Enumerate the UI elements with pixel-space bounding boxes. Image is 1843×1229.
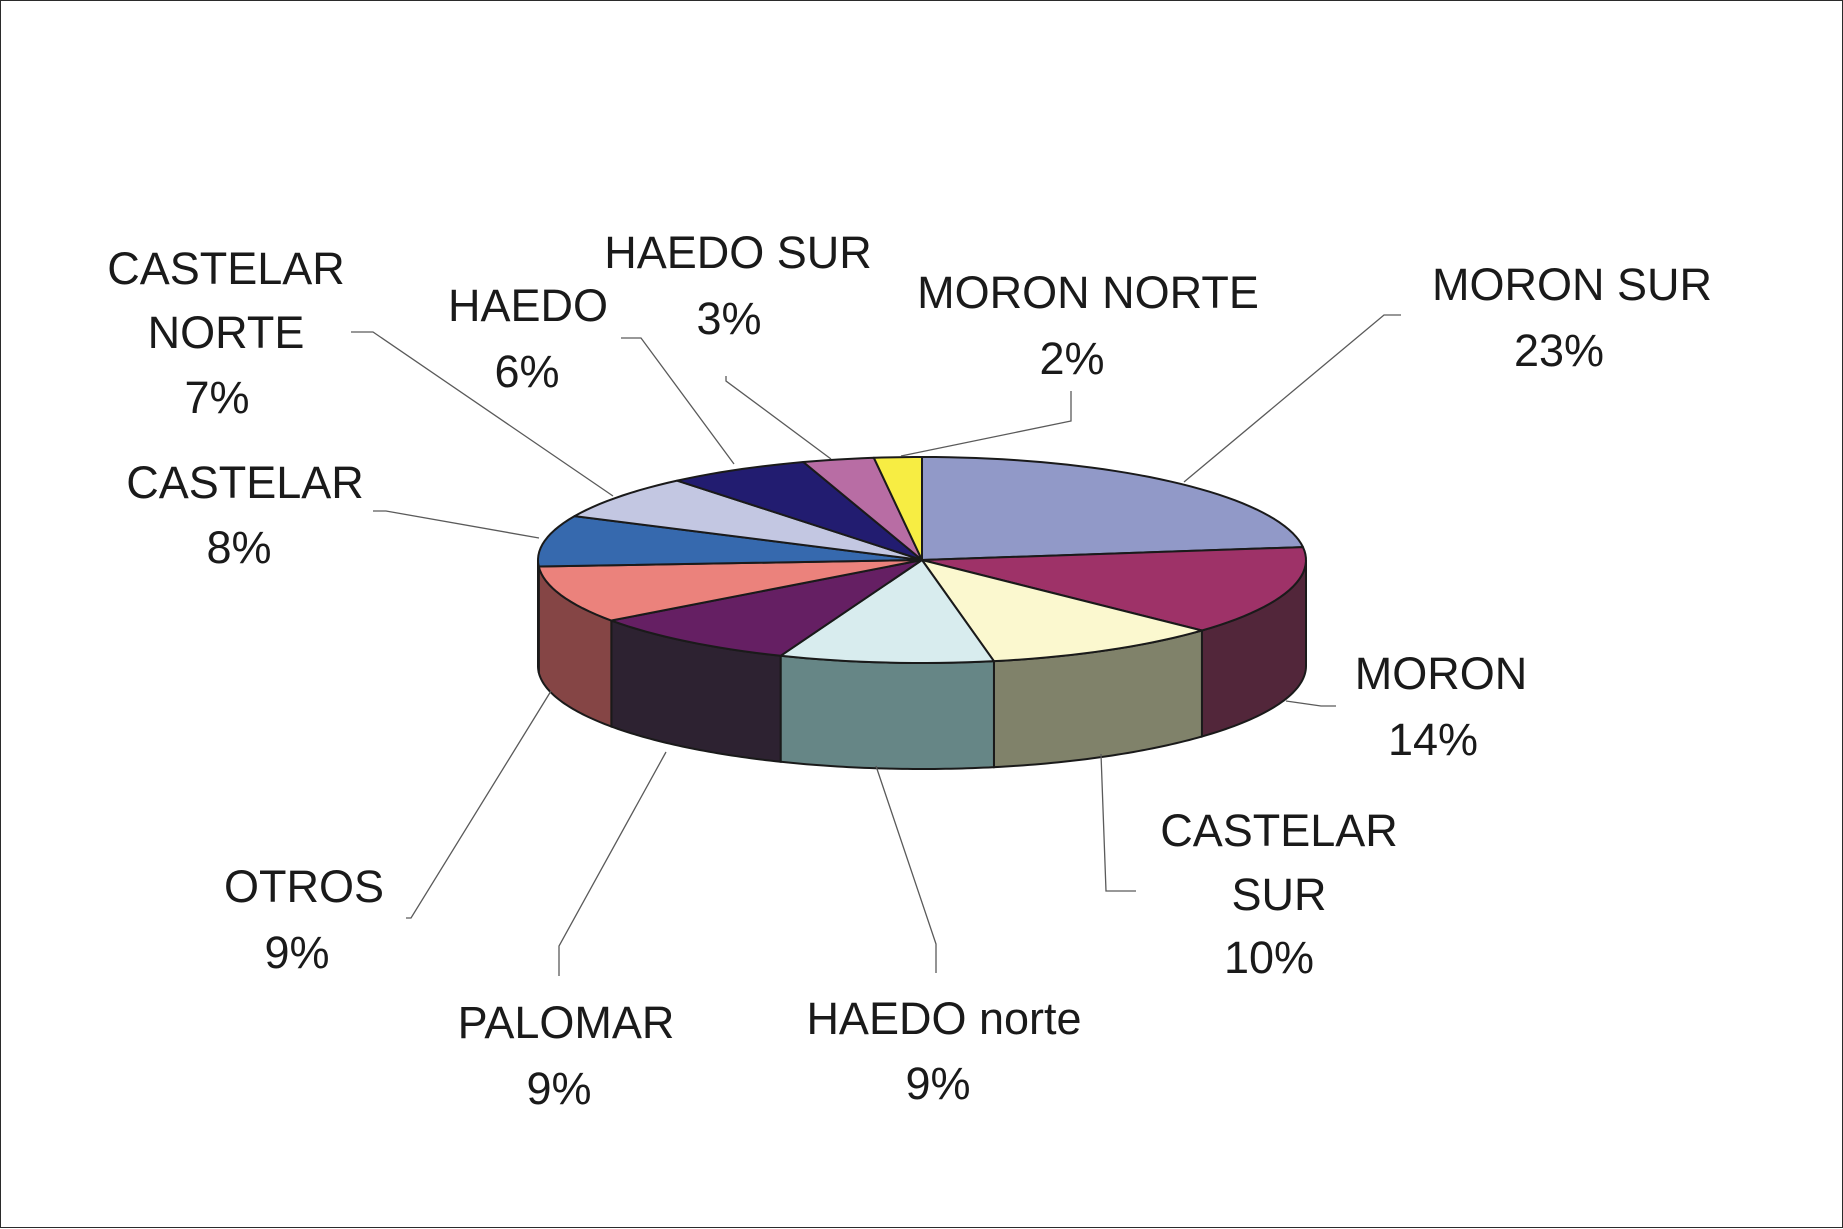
slice-percent-otros: 9%: [264, 927, 329, 978]
pie-sides: [537, 559, 1307, 770]
slice-label-castelar-norte: CASTELAR NORTE: [107, 243, 345, 358]
pie-slice-haedo-norte: [779, 559, 995, 664]
pie-side-castelar: [537, 560, 540, 673]
slice-labels: MORON SUR 23% MORON 14% CASTELAR SUR 10% HAEDO …: [107, 227, 1712, 1114]
pie-slice-palomar: [610, 559, 923, 657]
pie-side-haedo-norte: [779, 654, 995, 770]
leader-lines: [351, 314, 1401, 976]
leader-line-moron: [1285, 700, 1336, 707]
leader-line-moron-norte: [900, 391, 1072, 457]
slice-percent-moron-norte: 2%: [1039, 333, 1104, 384]
pie-slice-otros: [537, 559, 923, 622]
slice-label-moron-norte: MORON NORTE: [917, 267, 1259, 318]
slice-label-haedo: HAEDO: [448, 280, 608, 331]
slice-label-castelar: CASTELAR: [126, 457, 364, 508]
slice-label-haedo-sur: HAEDO SUR: [604, 227, 872, 278]
slice-percent-haedo-norte: 9%: [905, 1058, 970, 1109]
slice-percent-moron-sur: 23%: [1514, 325, 1604, 376]
slice-label-moron-sur: MORON SUR: [1432, 259, 1712, 310]
slice-percent-castelar-sur: 10%: [1224, 932, 1314, 983]
slice-percent-moron: 14%: [1388, 714, 1478, 765]
leader-line-castelar-sur: [1100, 753, 1136, 892]
slice-label-castelar-sur: CASTELAR SUR: [1160, 805, 1398, 920]
pie-slice-castelar-norte: [573, 479, 923, 561]
leader-line-castelar-norte: [351, 331, 614, 497]
slice-percent-haedo-sur: 3%: [696, 293, 761, 344]
pie-slice-castelar-sur: [921, 559, 1203, 663]
slice-label-palomar: PALOMAR: [458, 997, 675, 1048]
slice-label-haedo-norte: HAEDO norte: [806, 993, 1081, 1044]
slice-percent-castelar-norte: 7%: [184, 372, 249, 423]
leader-line-palomar: [558, 751, 667, 976]
pie-slice-moron-sur: [921, 456, 1304, 561]
pie-slice-moron: [921, 546, 1307, 632]
pie-slice-haedo: [676, 461, 923, 561]
leader-line-haedo-sur: [725, 376, 832, 460]
leader-line-otros: [406, 690, 552, 919]
slice-label-moron: MORON: [1355, 648, 1528, 699]
leader-line-haedo-norte: [875, 765, 937, 973]
leader-line-haedo: [621, 337, 735, 465]
pie-slice-haedo-sur: [802, 456, 923, 561]
slice-percent-castelar: 8%: [206, 522, 271, 573]
pie-slice-moron-norte: [872, 456, 923, 561]
leader-line-castelar: [373, 510, 540, 539]
pie-tops: [537, 456, 1307, 664]
slice-percent-haedo: 6%: [494, 346, 559, 397]
leader-line-moron-sur: [1183, 314, 1401, 483]
slice-percent-palomar: 9%: [526, 1063, 591, 1114]
slice-label-otros: OTROS: [224, 861, 384, 912]
pie-slice-castelar: [537, 515, 923, 568]
